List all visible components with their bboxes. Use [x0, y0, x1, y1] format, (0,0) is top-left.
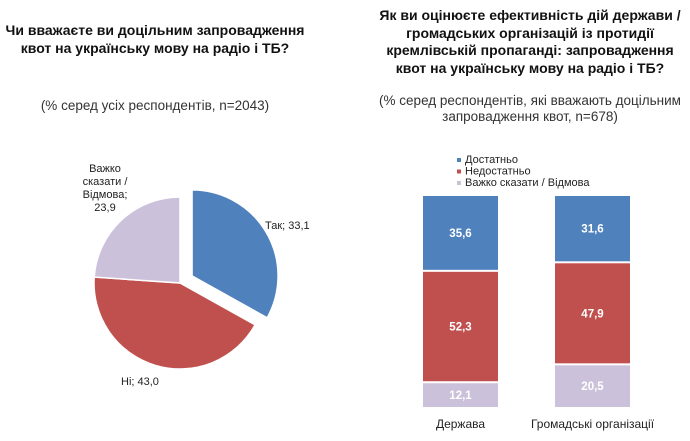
bar-title: Як ви оцінюєте ефективність дій держави … — [330, 7, 690, 77]
legend-swatch — [457, 181, 461, 185]
legend-label: Важко сказати / Відмова — [465, 177, 590, 189]
pie-title: Чи вважаєте ви доцільним запровадження к… — [5, 22, 305, 56]
pie-label: сказати / — [83, 176, 129, 188]
bar-data-label: 12,1 — [449, 390, 472, 402]
pie-slice — [93, 276, 257, 370]
legend-swatch — [457, 158, 461, 162]
category-label: Держава — [436, 417, 485, 431]
pie-label: Так; 33,1 — [265, 220, 310, 232]
legend-label: Недостатньо — [465, 166, 531, 178]
bar-subtitle: (% серед респондентів, які вважають доці… — [330, 93, 690, 125]
bar-title-line: громадських організацій із протидії — [406, 24, 654, 41]
bar-segment — [555, 196, 630, 262]
bar-subtitle-line: (% серед респондентів, які вважають доці… — [379, 93, 681, 108]
bar-data-label: 47,9 — [581, 308, 603, 320]
bar-segment — [423, 196, 498, 270]
pie-label: Відмова; — [83, 189, 128, 201]
pie-slice — [191, 189, 279, 319]
pie-subtitle: (% серед усіх респондентів, n=2043) — [40, 98, 270, 113]
bar-data-label: 20,5 — [581, 381, 604, 393]
pie-label: Ні; 43,0 — [121, 376, 159, 388]
bar-segment — [423, 383, 498, 407]
legend-swatch — [457, 169, 461, 174]
bar-title-line: квот на українську мову на радіо і ТБ? — [395, 59, 665, 76]
bar-data-label: 35,6 — [449, 228, 471, 240]
category-label: Громадські організації — [531, 417, 655, 431]
bar-title-line: кремлівській пропаганді: запровадження — [386, 42, 674, 58]
legend-label: Достатньо — [465, 154, 518, 166]
bar-data-label: 31,6 — [581, 224, 603, 236]
pie-label: Важко — [89, 163, 121, 175]
pie-slice — [93, 196, 181, 284]
bar-segment — [555, 365, 630, 407]
bar-segment — [555, 263, 630, 364]
bar-segment — [423, 271, 498, 382]
pie-label: 23,9 — [94, 202, 115, 214]
bar-title-line: Як ви оцінюєте ефективність дій держави … — [379, 7, 681, 23]
bar-subtitle-line: запровадження квот, n=678) — [442, 109, 618, 124]
bar-data-label: 52,3 — [449, 322, 471, 334]
